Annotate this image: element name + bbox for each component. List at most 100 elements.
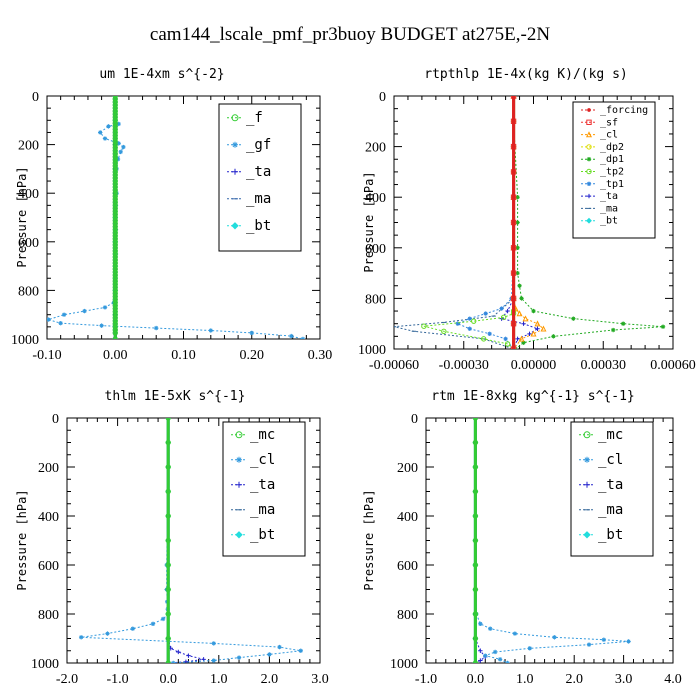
x-tick-label: 0.00000	[511, 358, 557, 373]
y-tick-label: 400	[365, 191, 386, 206]
data-point	[112, 242, 118, 248]
data-point	[441, 328, 447, 334]
data-point	[535, 326, 540, 331]
data-point	[112, 96, 118, 102]
panel-title: thlm 1E-5xK s^{-1}	[105, 389, 246, 404]
data-point	[236, 655, 242, 660]
series-line	[167, 418, 204, 663]
data-point	[112, 336, 118, 339]
data-point	[511, 96, 516, 98]
data-point	[232, 168, 238, 175]
y-axis-label: Pressure [hPa]	[362, 489, 376, 590]
data-point	[586, 168, 592, 175]
data-point	[165, 488, 171, 495]
data-point	[61, 312, 67, 317]
x-tick-label: 0.0	[159, 672, 177, 687]
plot-area: -2.0 -1.0 0.0 1.0 2.0 3.0 0 200 400 600 800 1000 _mc…	[31, 412, 329, 687]
series-line	[423, 96, 515, 349]
data-point	[112, 123, 118, 130]
data-point	[521, 340, 526, 345]
data-point	[165, 635, 171, 642]
data-point	[165, 418, 171, 421]
data-point	[505, 660, 510, 663]
data-point	[112, 245, 118, 251]
data-point	[112, 138, 118, 145]
legend-label: _gf	[246, 137, 271, 153]
panel-rtpthlp: rtpthlp 1E-4x(kg K)/(kg s) Pressure [hPa…	[358, 67, 696, 373]
data-point	[267, 652, 272, 657]
data-point	[112, 211, 118, 218]
data-point	[112, 318, 118, 324]
data-point	[488, 626, 493, 631]
data-point	[116, 141, 121, 146]
data-point	[112, 226, 118, 233]
data-point	[112, 257, 118, 263]
data-point	[515, 336, 520, 342]
data-point	[112, 111, 118, 117]
y-tick-label: 600	[397, 559, 418, 574]
x-tick-label: 0.10	[171, 348, 196, 363]
data-point	[511, 144, 516, 149]
data-point	[112, 144, 118, 151]
figure-title: cam144_lscale_pmf_pr3buoy BUDGET at275E,…	[150, 24, 550, 45]
series-line	[474, 418, 629, 663]
series-ma	[394, 96, 516, 349]
data-point	[112, 114, 118, 120]
data-point	[112, 135, 118, 142]
data-point	[165, 660, 171, 663]
data-point	[478, 648, 483, 653]
data-point	[504, 341, 511, 347]
data-point	[511, 220, 516, 225]
y-tick-label: 400	[38, 510, 59, 525]
data-point	[472, 464, 479, 470]
data-point	[112, 293, 118, 300]
data-point	[165, 586, 171, 593]
data-point	[517, 283, 522, 288]
legend-label: _bt	[600, 216, 618, 227]
data-point	[472, 488, 479, 495]
data-point	[511, 347, 516, 349]
data-point	[472, 562, 479, 568]
data-point	[112, 330, 118, 336]
legend-label: _ta	[600, 191, 618, 202]
data-point	[232, 141, 238, 148]
data-point	[211, 641, 216, 646]
data-point	[540, 325, 547, 332]
data-point	[112, 284, 118, 291]
plot-area: -1.0 0.0 1.0 2.0 3.0 4.002004006008001000_mc_…	[390, 412, 682, 687]
data-point	[112, 299, 118, 306]
data-point	[277, 644, 282, 650]
data-point	[150, 621, 156, 626]
legend-label: _ta	[598, 477, 623, 493]
data-point	[112, 169, 118, 175]
data-point	[660, 324, 666, 329]
legend: _forcing_sf _cl_dp2_dp1 _tp2_tp1_ta_ma _bt	[572, 101, 656, 239]
data-point	[515, 245, 520, 250]
data-point	[171, 660, 176, 663]
x-tick-label: 2.0	[565, 672, 583, 687]
data-point	[521, 321, 526, 326]
data-point	[531, 308, 536, 314]
data-point	[112, 248, 118, 254]
y-axis-label: Pressure [hPa]	[15, 166, 29, 267]
x-tick-label: -1.0	[107, 672, 129, 687]
data-point	[112, 281, 118, 288]
data-point	[164, 587, 169, 592]
data-point	[112, 120, 118, 127]
data-point	[112, 302, 118, 309]
legend-label: _ma	[600, 203, 618, 214]
x-tick-label: 3.0	[615, 672, 633, 687]
data-point	[249, 330, 254, 336]
series-line	[513, 96, 664, 349]
y-tick-label: 200	[38, 461, 59, 476]
data-point	[118, 149, 123, 155]
data-point	[235, 531, 243, 539]
data-point	[112, 172, 118, 178]
data-point	[298, 648, 303, 653]
data-point	[211, 658, 216, 663]
series-line	[394, 96, 515, 349]
data-point	[487, 331, 492, 337]
data-point	[112, 117, 118, 124]
legend: _mc _cl _ta _ma _bt	[570, 421, 654, 557]
data-point	[552, 635, 557, 640]
